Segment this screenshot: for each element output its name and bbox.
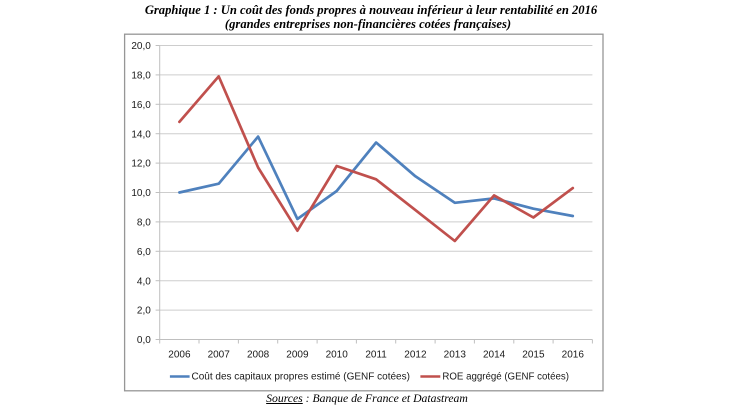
svg-text:20,0: 20,0 <box>131 41 151 52</box>
svg-text:2008: 2008 <box>247 349 270 360</box>
svg-text:2010: 2010 <box>326 349 349 360</box>
svg-text:2,0: 2,0 <box>137 306 151 317</box>
svg-text:2007: 2007 <box>208 349 231 360</box>
svg-text:0,0: 0,0 <box>137 335 151 346</box>
svg-text:2016: 2016 <box>562 349 585 360</box>
svg-text:14,0: 14,0 <box>131 129 151 140</box>
svg-text:2014: 2014 <box>483 349 506 360</box>
svg-text:2013: 2013 <box>444 349 467 360</box>
svg-text:6,0: 6,0 <box>137 247 151 258</box>
svg-text:2012: 2012 <box>404 349 427 360</box>
svg-text:Coût des capitaux propres esti: Coût des capitaux propres estimé (GENF c… <box>192 372 410 383</box>
svg-text:16,0: 16,0 <box>131 100 151 111</box>
svg-text:2015: 2015 <box>522 349 545 360</box>
svg-text:8,0: 8,0 <box>137 218 151 229</box>
svg-text:2006: 2006 <box>168 349 191 360</box>
svg-text:ROE aggrégé (GENF cotées): ROE aggrégé (GENF cotées) <box>442 372 569 383</box>
svg-text:2011: 2011 <box>365 349 387 360</box>
svg-text:4,0: 4,0 <box>137 276 151 287</box>
svg-text:10,0: 10,0 <box>131 188 151 199</box>
svg-text:12,0: 12,0 <box>131 159 151 170</box>
svg-text:2009: 2009 <box>286 349 309 360</box>
svg-text:18,0: 18,0 <box>131 71 151 82</box>
